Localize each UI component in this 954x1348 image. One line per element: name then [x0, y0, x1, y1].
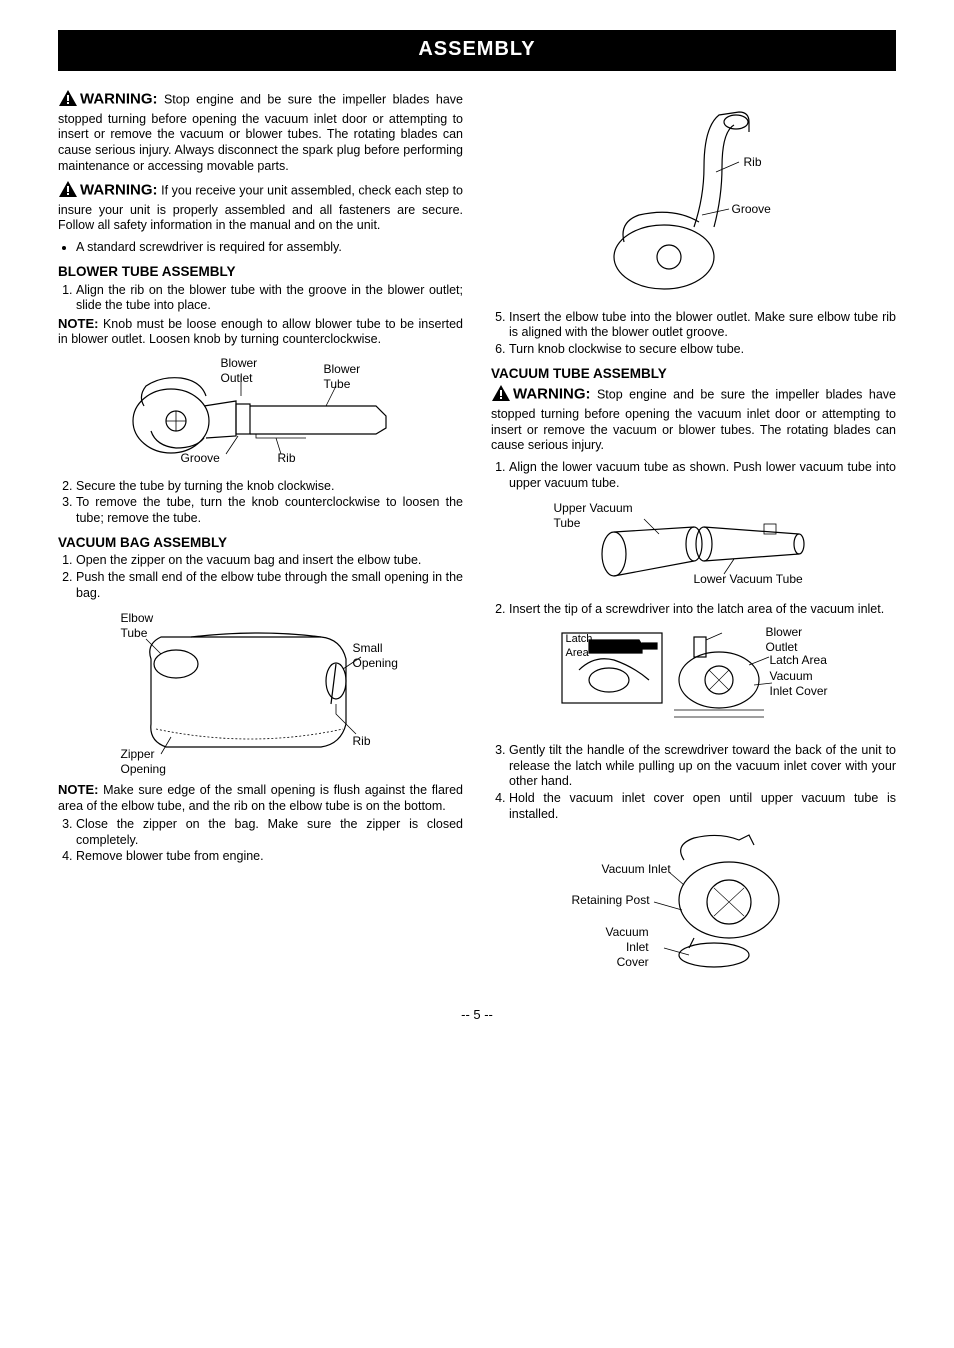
fig-label: Latch Area	[566, 633, 593, 661]
warning-icon	[58, 180, 78, 203]
list-item: Turn knob clockwise to secure elbow tube…	[509, 342, 896, 358]
list-item: Secure the tube by turning the knob cloc…	[76, 479, 463, 495]
fig-label: Vacuum Inlet Cover	[606, 925, 649, 970]
bullet-list: A standard screwdriver is required for a…	[58, 240, 463, 256]
right-column: Rib Groove Insert the elbow tube into th…	[491, 89, 896, 993]
fig-label: Retaining Post	[572, 893, 650, 908]
section-heading-vactube: VACUUM TUBE ASSEMBLY	[491, 366, 896, 383]
figure-latch-area: Latch Area Blower Outlet Latch Area Vacu…	[491, 625, 896, 735]
note-block-1: NOTE: Knob must be loose enough to allow…	[58, 316, 463, 348]
ordered-list-vacbag-cont: Close the zipper on the bag. Make sure t…	[58, 817, 463, 865]
warning-label: WARNING:	[80, 91, 158, 108]
note-text: Knob must be loose enough to allow blowe…	[58, 317, 463, 347]
page-container: ASSEMBLY WARNING: Stop engine and be sur…	[0, 0, 954, 1062]
figure-blower-tube: Blower Outlet Blower Tube Groove Rib	[58, 356, 463, 471]
diagram-elbow-rib	[564, 97, 824, 297]
list-item: A standard screwdriver is required for a…	[76, 240, 463, 256]
list-item: Push the small end of the elbow tube thr…	[76, 570, 463, 601]
list-item: Insert the elbow tube into the blower ou…	[509, 310, 896, 341]
warning-block-3: WARNING: Stop engine and be sure the imp…	[491, 384, 896, 454]
fig-label: Blower Tube	[324, 362, 361, 392]
warning-block-2: WARNING: If you receive your unit assemb…	[58, 180, 463, 234]
header-bar: ASSEMBLY	[58, 30, 896, 71]
fig-label: Zipper Opening	[121, 747, 166, 777]
figure-vacuum-tubes: Upper Vacuum Tube Lower Vacuum Tube	[491, 499, 896, 594]
ordered-list-blower: Align the rib on the blower tube with th…	[58, 283, 463, 314]
fig-label: Upper Vacuum Tube	[554, 501, 633, 531]
note-text: Make sure edge of the small opening is f…	[58, 783, 463, 813]
fig-label: Latch Area	[770, 653, 827, 668]
warning-label: WARNING:	[513, 386, 591, 403]
list-item: Align the rib on the blower tube with th…	[76, 283, 463, 314]
section-heading-blower: BLOWER TUBE ASSEMBLY	[58, 264, 463, 281]
warning-block-1: WARNING: Stop engine and be sure the imp…	[58, 89, 463, 174]
list-item: Gently tilt the handle of the screwdrive…	[509, 743, 896, 790]
figure-vacuum-bag: Elbow Tube Small Opening Zipper Opening …	[58, 609, 463, 774]
two-column-layout: WARNING: Stop engine and be sure the imp…	[58, 89, 896, 993]
fig-label: Groove	[732, 202, 771, 217]
fig-label: Small Opening	[353, 641, 398, 671]
note-label: NOTE:	[58, 316, 98, 331]
note-block-2: NOTE: Make sure edge of the small openin…	[58, 782, 463, 814]
ordered-list-vactube-3: Gently tilt the handle of the screwdrive…	[491, 743, 896, 822]
ordered-list-blower-cont: Secure the tube by turning the knob cloc…	[58, 479, 463, 527]
ordered-list-vactube-2: Insert the tip of a screwdriver into the…	[491, 602, 896, 618]
note-label: NOTE:	[58, 782, 98, 797]
warning-icon	[491, 384, 511, 407]
section-heading-vacbag: VACUUM BAG ASSEMBLY	[58, 535, 463, 552]
fig-label: Rib	[744, 155, 762, 170]
ordered-list-vacbag: Open the zipper on the vacuum bag and in…	[58, 553, 463, 601]
warning-label: WARNING:	[80, 182, 158, 199]
fig-label: Rib	[278, 451, 296, 466]
list-item: Remove blower tube from engine.	[76, 849, 463, 865]
fig-label: Groove	[181, 451, 220, 466]
figure-elbow-rib: Rib Groove	[491, 97, 896, 302]
ordered-list-vactube: Align the lower vacuum tube as shown. Pu…	[491, 460, 896, 491]
list-item: Open the zipper on the vacuum bag and in…	[76, 553, 463, 569]
list-item: Insert the tip of a screwdriver into the…	[509, 602, 896, 618]
figure-vacuum-inlet: Vacuum Inlet Retaining Post Vacuum Inlet…	[491, 830, 896, 985]
fig-label: Blower Outlet	[766, 625, 803, 655]
ordered-list-right-top: Insert the elbow tube into the blower ou…	[491, 310, 896, 358]
left-column: WARNING: Stop engine and be sure the imp…	[58, 89, 463, 993]
list-item: Close the zipper on the bag. Make sure t…	[76, 817, 463, 848]
fig-label: Rib	[353, 734, 371, 749]
warning-icon	[58, 89, 78, 112]
list-item: To remove the tube, turn the knob counte…	[76, 495, 463, 526]
list-item: Hold the vacuum inlet cover open until u…	[509, 791, 896, 822]
fig-label: Vacuum Inlet Cover	[770, 669, 828, 699]
fig-label: Blower Outlet	[221, 356, 258, 386]
page-number: -- 5 --	[58, 1007, 896, 1022]
fig-label: Elbow Tube	[121, 611, 154, 641]
fig-label: Vacuum Inlet	[602, 862, 671, 877]
list-item: Align the lower vacuum tube as shown. Pu…	[509, 460, 896, 491]
fig-label: Lower Vacuum Tube	[694, 572, 803, 587]
